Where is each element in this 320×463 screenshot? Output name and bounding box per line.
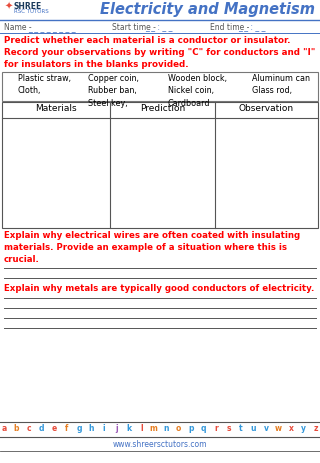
- Text: www.shreersctutors.com: www.shreersctutors.com: [113, 440, 207, 449]
- Text: Materials: Materials: [35, 104, 77, 113]
- Text: Plastic straw,
Cloth,: Plastic straw, Cloth,: [18, 74, 71, 95]
- Text: Explain why metals are typically good conductors of electricity.: Explain why metals are typically good co…: [4, 284, 314, 293]
- Text: Explain why electrical wires are often coated with insulating
materials. Provide: Explain why electrical wires are often c…: [4, 231, 300, 264]
- Text: End time -: End time -: [210, 23, 249, 32]
- Text: w: w: [275, 424, 282, 433]
- Text: SHREE: SHREE: [14, 2, 42, 11]
- Text: x: x: [289, 424, 293, 433]
- Text: o: o: [176, 424, 181, 433]
- Text: Start time -: Start time -: [112, 23, 156, 32]
- Text: t: t: [239, 424, 243, 433]
- Text: Electricity and Magnetism: Electricity and Magnetism: [100, 2, 315, 17]
- Text: s: s: [226, 424, 231, 433]
- Text: _ _ : _ _: _ _ : _ _: [145, 23, 172, 32]
- Text: r: r: [214, 424, 218, 433]
- Text: k: k: [126, 424, 132, 433]
- Text: e: e: [51, 424, 57, 433]
- Text: h: h: [89, 424, 94, 433]
- Text: u: u: [251, 424, 256, 433]
- Text: d: d: [39, 424, 44, 433]
- Text: n: n: [164, 424, 169, 433]
- Text: _ _ : _ _: _ _ : _ _: [238, 23, 266, 32]
- Text: Prediction: Prediction: [140, 104, 185, 113]
- Text: Name -: Name -: [4, 23, 32, 32]
- Text: v: v: [264, 424, 268, 433]
- Text: i: i: [102, 424, 105, 433]
- Text: j: j: [115, 424, 118, 433]
- Text: Aluminum can
Glass rod,: Aluminum can Glass rod,: [252, 74, 310, 95]
- Text: b: b: [14, 424, 19, 433]
- Text: Copper coin,
Rubber ban,
Steel key,: Copper coin, Rubber ban, Steel key,: [88, 74, 139, 108]
- Text: z: z: [314, 424, 318, 433]
- Text: g: g: [76, 424, 82, 433]
- Text: RSC TUTORS: RSC TUTORS: [14, 9, 49, 14]
- Text: c: c: [27, 424, 31, 433]
- Text: Wooden block,
Nickel coin,
Cardboard: Wooden block, Nickel coin, Cardboard: [168, 74, 227, 108]
- Text: ✦: ✦: [5, 2, 13, 12]
- Bar: [2, 72, 318, 101]
- Text: Observation: Observation: [239, 104, 294, 113]
- Bar: [2, 102, 318, 228]
- Text: a: a: [1, 424, 7, 433]
- Text: l: l: [140, 424, 143, 433]
- Text: Predict whether each material is a conductor or insulator.
Record your observati: Predict whether each material is a condu…: [4, 36, 316, 69]
- Text: f: f: [65, 424, 68, 433]
- Text: m: m: [150, 424, 158, 433]
- Text: q: q: [201, 424, 206, 433]
- Text: _ _ _ _ _ _ _ _: _ _ _ _ _ _ _ _: [28, 23, 76, 32]
- Text: y: y: [301, 424, 306, 433]
- Text: p: p: [188, 424, 194, 433]
